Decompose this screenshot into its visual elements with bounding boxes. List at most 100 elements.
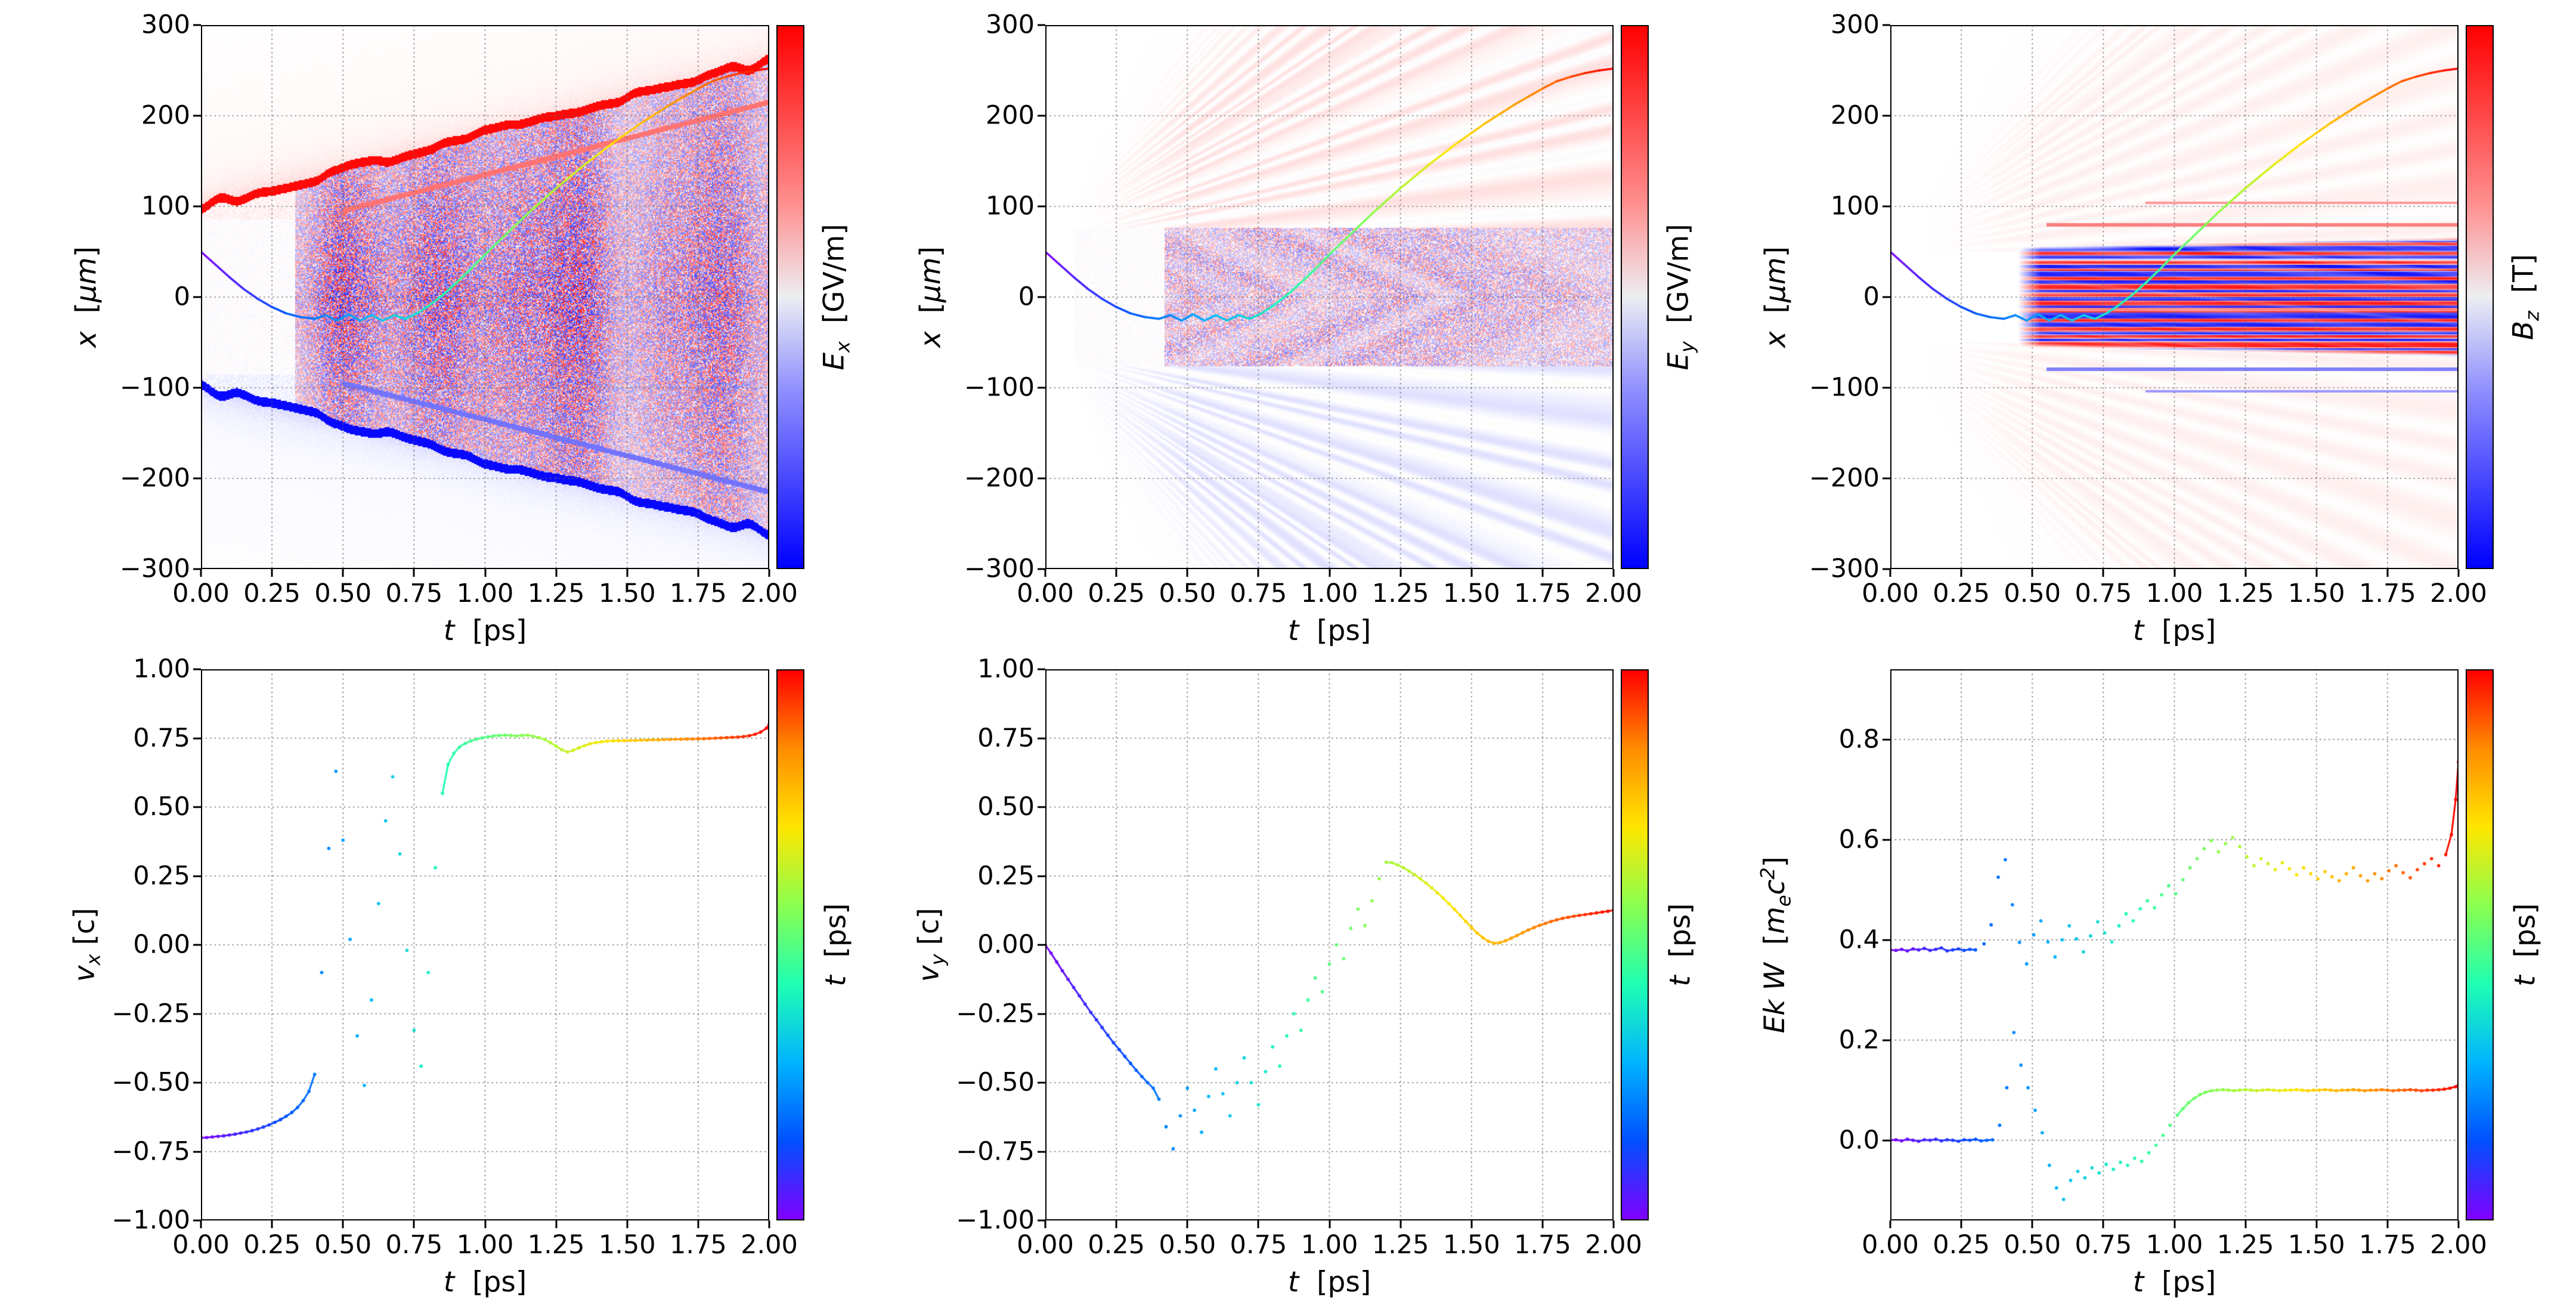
x-tick-label: 0.50	[314, 579, 372, 608]
x-tick-label: 1.75	[2359, 1230, 2416, 1260]
y-tick-label: −0.50	[956, 1067, 1035, 1098]
x-tick-mark	[1470, 569, 1473, 577]
y-tick-mark	[1038, 875, 1045, 877]
x-tick-mark	[1960, 1220, 1962, 1228]
x-tick-label: 1.75	[2359, 579, 2416, 608]
y-tick-mark	[1883, 1139, 1890, 1142]
y-tick-mark	[193, 205, 201, 208]
vy-scatter-canvas	[1045, 669, 1614, 1220]
y-tick-mark	[1883, 1039, 1890, 1042]
x-tick-label: 1.50	[598, 579, 656, 608]
x-tick-label: 0.50	[2004, 1230, 2061, 1260]
y-tick-mark	[1038, 1151, 1045, 1152]
y-tick-label: −200	[1809, 463, 1880, 493]
x-tick-label: 1.00	[456, 579, 514, 608]
x-tick-mark	[200, 1220, 202, 1228]
x-tick-mark	[1400, 1220, 1402, 1228]
x-tick-mark	[2031, 1220, 2033, 1228]
x-tick-mark	[2457, 569, 2460, 577]
y-tick-mark	[193, 1013, 201, 1015]
y-axis-label: vy [c]	[912, 907, 949, 982]
x-tick-mark	[1889, 569, 1891, 577]
y-tick-mark	[1038, 668, 1045, 670]
x-tick-mark	[2102, 1220, 2104, 1228]
x-tick-label: 0.25	[1088, 579, 1145, 608]
x-tick-mark	[484, 1220, 486, 1228]
x-axis-label: t [ps]	[443, 1266, 527, 1298]
x-tick-label: 1.25	[2216, 1230, 2274, 1260]
x-tick-mark	[2457, 1220, 2460, 1228]
x-tick-label: 0.00	[1862, 579, 1919, 608]
y-tick-mark	[1038, 387, 1045, 389]
y-tick-mark	[1883, 939, 1890, 941]
x-tick-label: 1.50	[2287, 1230, 2345, 1260]
x-tick-label: 2.00	[2430, 579, 2487, 608]
y-tick-label: 300	[141, 10, 190, 40]
panel-ey: x [μm] t [ps] Ey [GV/m] 0.00 0.25 0.50 0.75…	[915, 11, 1699, 647]
x-tick-mark	[2174, 1220, 2175, 1228]
x-tick-label: 0.00	[1017, 579, 1074, 608]
x-tick-mark	[1329, 569, 1330, 577]
x-tick-label: 1.50	[598, 1230, 656, 1260]
y-tick-label: 0.6	[1838, 824, 1880, 854]
y-tick-label: −100	[1809, 372, 1880, 403]
x-tick-label: 0.75	[2075, 579, 2132, 608]
x-tick-label: 0.00	[1862, 1230, 1919, 1260]
x-tick-mark	[697, 1220, 699, 1228]
y-tick-label: 0.8	[1838, 724, 1880, 754]
x-tick-mark	[342, 569, 344, 577]
ekw-colorbar-label: t [ps]	[2509, 903, 2542, 987]
x-tick-label: 0.75	[2075, 1230, 2132, 1260]
y-tick-mark	[193, 737, 201, 739]
x-tick-label: 0.25	[1088, 1230, 1145, 1260]
y-tick-mark	[193, 668, 201, 670]
y-tick-mark	[193, 115, 201, 117]
x-tick-mark	[2315, 569, 2318, 577]
y-tick-mark	[1883, 24, 1890, 26]
ey-colorbar	[1621, 25, 1649, 569]
vy-colorbar-label: t [ps]	[1664, 903, 1697, 987]
y-axis-label: Ek W [mec2]	[1756, 856, 1795, 1034]
y-tick-label: 300	[1830, 10, 1880, 40]
x-tick-label: 1.75	[1514, 579, 1571, 608]
y-tick-label: −100	[964, 372, 1035, 403]
x-tick-label: 0.00	[1017, 1230, 1074, 1260]
x-tick-mark	[626, 569, 628, 577]
y-tick-mark	[1038, 568, 1045, 570]
y-tick-label: 0.75	[977, 722, 1035, 753]
y-tick-label: 0.2	[1838, 1024, 1880, 1055]
y-tick-label: −300	[119, 554, 190, 584]
y-tick-label: 0	[1018, 282, 1035, 312]
y-tick-mark	[1883, 738, 1890, 741]
y-tick-mark	[1038, 737, 1045, 739]
y-tick-label: 100	[141, 191, 190, 221]
x-axis-label: t [ps]	[443, 614, 527, 647]
y-tick-label: 0.4	[1838, 924, 1880, 954]
x-tick-label: 1.50	[2287, 579, 2345, 608]
x-tick-label: 1.00	[2145, 579, 2203, 608]
x-tick-mark	[200, 569, 202, 577]
panel-ekw: Ek W [mec2] t [ps] t [ps] 0.00 0.25 0.50 0.…	[1756, 669, 2542, 1298]
x-axis-label: t [ps]	[1287, 614, 1371, 647]
x-tick-mark	[1960, 569, 1962, 577]
ekw-scatter-canvas	[1890, 669, 2459, 1220]
y-tick-mark	[1883, 839, 1890, 841]
x-tick-mark	[413, 569, 415, 577]
x-tick-mark	[1257, 1220, 1259, 1228]
y-tick-mark	[193, 806, 201, 808]
vy-colorbar	[1621, 669, 1649, 1220]
x-tick-mark	[2244, 1220, 2247, 1228]
x-tick-label: 1.25	[1371, 579, 1429, 608]
y-tick-label: 0.25	[977, 860, 1035, 891]
y-tick-label: 1.00	[133, 654, 190, 684]
x-tick-mark	[1889, 1220, 1891, 1228]
panel-bz: x [μm] t [ps] Bz [T] 0.00 0.25 0.50 0.75 1.0…	[1760, 11, 2544, 647]
x-tick-label: 1.50	[1442, 1230, 1500, 1260]
y-tick-label: 0.50	[133, 792, 190, 822]
bz-heatmap-canvas	[1890, 25, 2459, 569]
x-tick-label: 1.25	[1371, 1230, 1429, 1260]
y-tick-mark	[1038, 477, 1045, 480]
y-tick-label: −200	[964, 463, 1035, 493]
ekw-colorbar	[2466, 669, 2494, 1220]
